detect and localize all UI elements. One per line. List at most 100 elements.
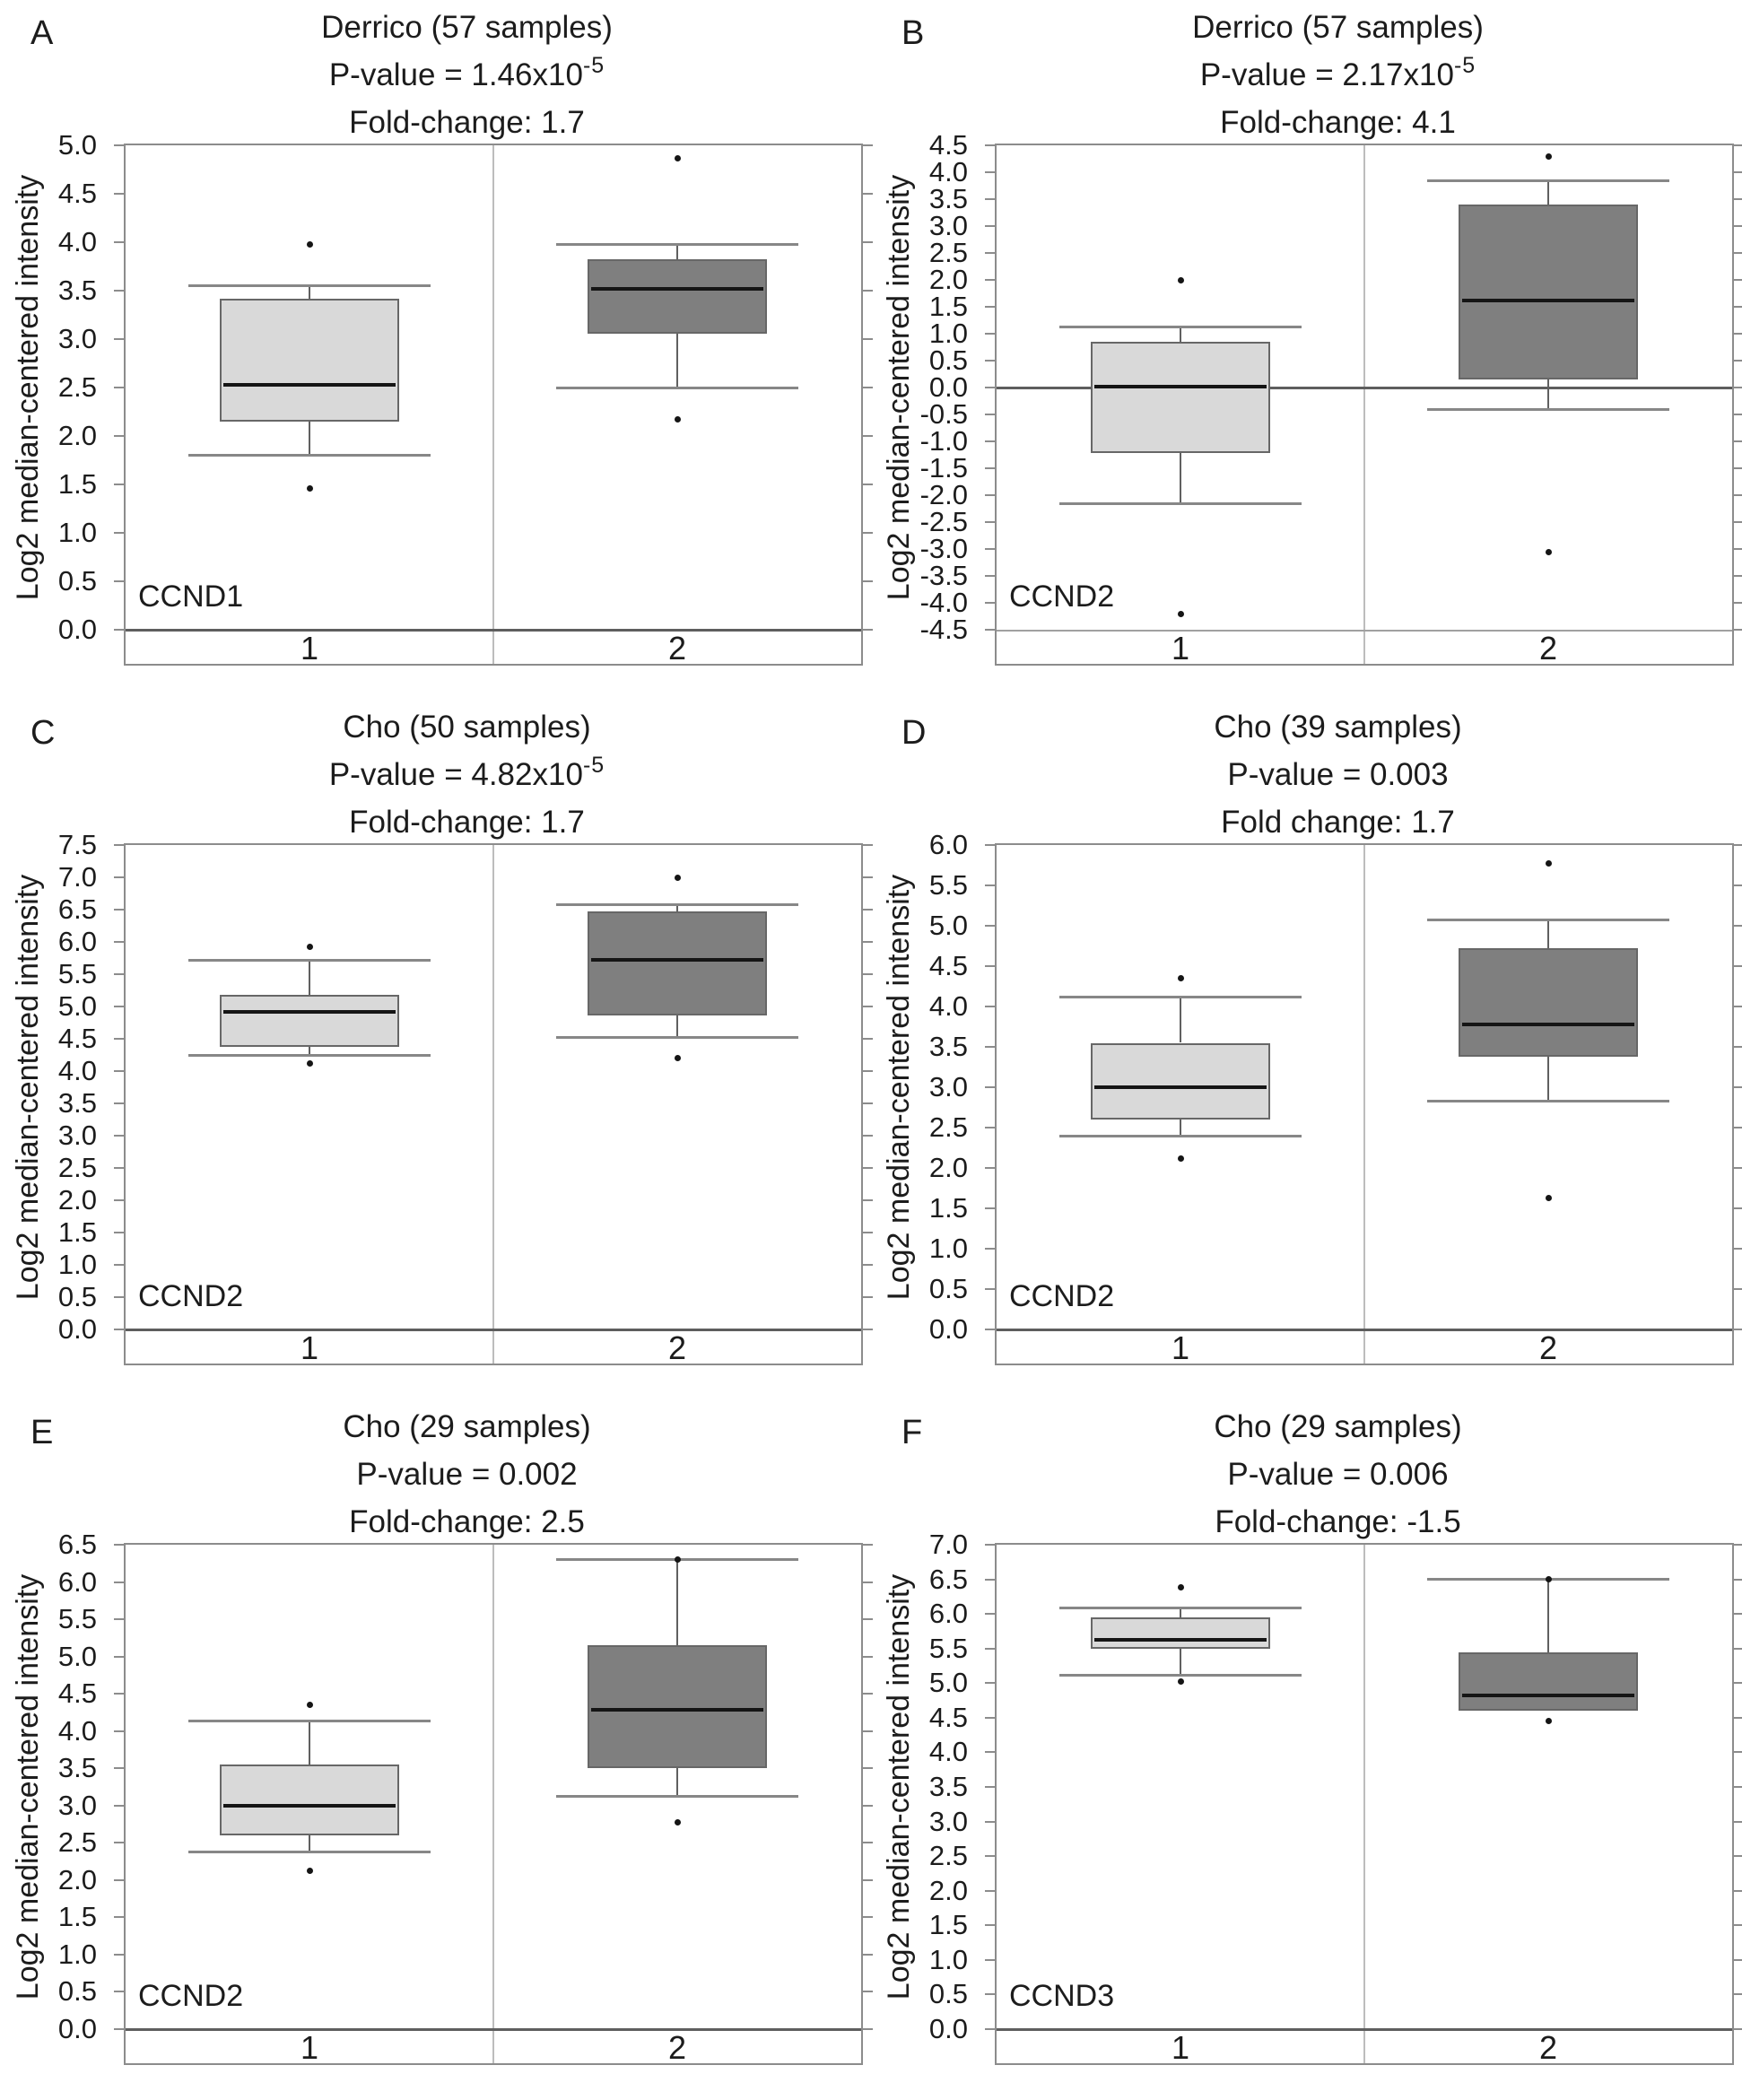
plot-divider [1363,845,1365,1364]
y-tick-mark [985,1288,995,1290]
y-tick-mark [985,1578,995,1581]
y-tick-label: 2.0 [928,264,968,295]
panel-letter: A [30,14,54,52]
panel-pvalue: P-value = 1.46x10-5 [72,51,862,99]
median-line [1462,1694,1634,1698]
box [588,259,767,334]
y-tick-label: 4.0 [928,1736,968,1768]
y-tick-mark [985,1716,995,1719]
box [1091,342,1270,454]
y-tick-mark [985,844,995,846]
whisker-cap [1427,407,1669,411]
y-tick-label: -4.0 [919,587,968,618]
outlier-dot [674,416,681,423]
y-tick-label: 3.5 [57,1752,97,1784]
y-tick-label: 1.0 [57,1249,97,1280]
y-tick-mark [985,1329,995,1330]
whisker-line [309,960,310,996]
y-tick-mark [863,1730,873,1732]
panel-pvalue: P-value = 0.003 [943,751,1733,798]
y-tick-mark [985,1086,995,1088]
y-tick-mark [863,1329,873,1330]
y-tick-mark [985,1924,995,1927]
whisker-cap [188,284,431,288]
y-tick-label: -2.0 [919,479,968,510]
y-tick-mark [114,144,124,146]
y-tick-label: 5.0 [928,1667,968,1699]
y-tick-mark [863,1232,873,1233]
y-tick-mark [863,532,873,534]
box [588,911,767,1016]
whisker-cap [188,454,431,457]
boxplot-plot-area: 1 2 CCND3 Log2 median-centered intensity… [882,1530,1742,2065]
whisker-cap [556,242,798,246]
panel-title: Cho (39 samples) [1214,710,1462,745]
panel-letter: D [901,714,927,752]
y-tick-mark [114,844,124,846]
y-tick-mark [114,1070,124,1072]
outlier-dot [1177,1584,1184,1591]
y-tick-label: 6.5 [57,893,97,925]
y-tick-mark [1734,575,1742,577]
y-tick-label: 0.0 [928,2013,968,2044]
y-tick-mark [863,1544,873,1546]
pvalue-text: P-value = 0.003 [1227,757,1449,792]
y-tick-label: 5.0 [57,1640,97,1672]
y-tick-mark [863,844,873,846]
y-tick-label: 3.0 [928,210,968,241]
outlier-dot [1545,1718,1552,1725]
pvalue-text: P-value = 4.82x10 [328,757,583,792]
y-tick-mark [985,1958,995,1961]
whisker-cap [1059,995,1302,998]
whisker-cap [1427,919,1669,922]
y-tick-mark [114,1655,124,1658]
gene-label: CCND2 [1009,579,1115,614]
y-tick-label: 2.5 [928,1840,968,1872]
plot-divider [492,845,494,1364]
panel-letter: C [30,714,56,752]
y-tick-mark [1734,1329,1742,1330]
y-tick-mark [114,1693,124,1695]
y-tick-mark [863,629,873,631]
y-tick-label: 5.0 [57,129,97,161]
median-line [223,1803,396,1808]
y-tick-mark [863,1167,873,1169]
whisker-cap [188,1720,431,1723]
y-tick-mark [1734,1578,1742,1581]
outlier-dot [1545,860,1552,867]
whisker-cap [1427,1099,1669,1102]
y-tick-mark [114,580,124,582]
boxplot-plot-area: 1 2 CCND2 Log2 median-centered intensity… [11,1530,873,2065]
y-tick-mark [114,241,124,243]
whisker-line [676,244,678,260]
y-tick-mark [1734,1716,1742,1719]
y-tick-mark [985,225,995,227]
median-line [591,958,763,963]
y-tick-mark [114,1544,124,1546]
y-tick-mark [1734,925,1742,927]
y-tick-mark [114,532,124,534]
y-tick-label: 2.0 [57,420,97,451]
y-tick-mark [985,279,995,281]
y-tick-mark [1734,1889,1742,1892]
y-tick-label: 4.5 [928,1701,968,1733]
panel-pvalue: P-value = 4.82x10-5 [72,751,862,798]
y-tick-label: 2.5 [928,237,968,268]
y-tick-mark [985,1751,995,1754]
y-tick-mark [114,1581,124,1583]
y-tick-mark [1734,306,1742,308]
outlier-dot [674,874,681,881]
panel-header: Cho (29 samples) P-value = 0.002 Fold-ch… [72,1403,862,1546]
y-tick-mark [985,1006,995,1007]
y-tick-mark [863,1916,873,1919]
y-tick-mark [863,1804,873,1807]
y-tick-mark [1734,1647,1742,1650]
y-tick-label: 3.0 [928,1805,968,1837]
y-tick-mark [863,580,873,582]
y-tick-label: -1.5 [919,452,968,484]
y-tick-label: 3.5 [57,274,97,306]
box [220,298,399,422]
whisker-line [309,285,310,299]
y-tick-mark [985,1207,995,1209]
y-tick-label: 6.5 [57,1529,97,1560]
